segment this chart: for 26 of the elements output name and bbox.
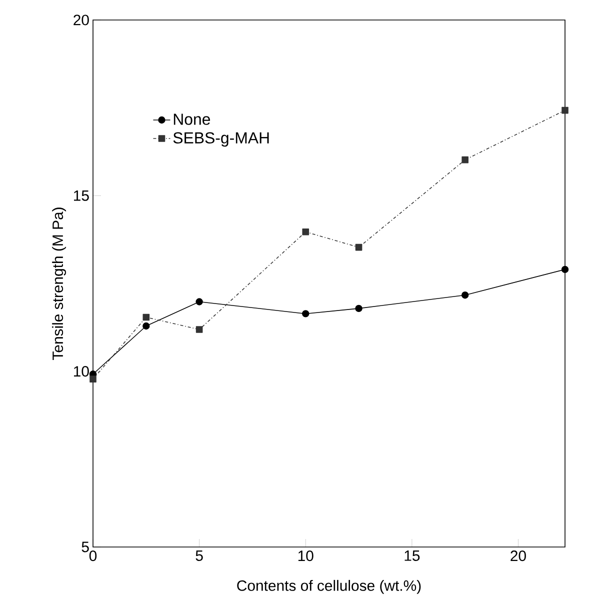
point: [302, 228, 310, 236]
x-tick-label: 15: [404, 550, 420, 561]
point: [142, 322, 150, 330]
x-tick-label: 5: [196, 550, 203, 561]
point: [142, 314, 150, 321]
point: [355, 244, 362, 251]
point: [562, 106, 568, 114]
point: [355, 304, 362, 312]
x-axis-title: Contents of cellulose (wt.%): [237, 580, 421, 594]
y-tick-label: 10: [74, 366, 89, 377]
y-tick-label: 5: [82, 542, 89, 552]
x-tick-label: 20: [510, 550, 526, 562]
legend-label: None: [174, 114, 210, 125]
x-tick-label: 0: [89, 550, 97, 562]
x-tick-label: 10: [298, 550, 314, 562]
legend-label: SEBS-g-MAH: [173, 132, 269, 147]
y-tick-label: 15: [74, 190, 89, 201]
y-axis-title: Tensile strength (M Pa): [52, 208, 66, 360]
point: [90, 376, 96, 382]
point: [461, 291, 469, 299]
y-tick-label: 20: [74, 14, 89, 26]
point: [462, 156, 468, 164]
point: [561, 266, 569, 274]
point: [196, 298, 203, 306]
point: [196, 326, 203, 333]
point: [302, 310, 310, 318]
